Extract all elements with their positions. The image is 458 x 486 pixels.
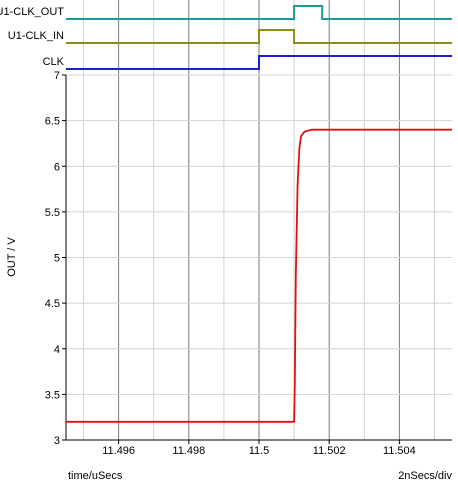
y-tick-label: 3	[54, 435, 60, 447]
x-tick-label: 11.496	[102, 445, 135, 457]
x-tick-labels: 11.496 11.498 11.5 11.502 11.504	[102, 445, 416, 457]
digital-trace-label: CLK	[43, 56, 65, 68]
y-tick-label: 6	[54, 161, 60, 173]
digital-trace-u1-clk_in	[66, 29, 452, 44]
y-tick-label: 5.5	[45, 207, 60, 219]
y-tick-labels: 3 3.5 4 4.5 5 5.5 6 6.5 7	[45, 70, 60, 447]
digital-traces: U1-CLK_OUT U1-CLK_IN CLK	[0, 5, 452, 70]
digital-trace-clk	[66, 55, 452, 70]
digital-trace-u1-clk_out	[66, 5, 452, 20]
series-line-out	[66, 128, 452, 423]
x-tick-label: 11.498	[172, 445, 205, 457]
digital-trace-label: U1-CLK_IN	[8, 30, 64, 42]
x-tick-label: 11.504	[383, 445, 416, 457]
y-axis-label: OUT / V	[6, 237, 18, 277]
y-tick-label: 6.5	[45, 116, 60, 128]
y-tick-label: 3.5	[45, 389, 60, 401]
y-tick-label: 7	[54, 70, 60, 82]
axes	[62, 74, 452, 444]
x-tick-label: 11.502	[313, 445, 346, 457]
y-tick-label: 5	[54, 253, 60, 265]
y-tick-label: 4.5	[45, 298, 60, 310]
time-scale-label: 2nSecs/div	[398, 470, 452, 482]
y-tick-label: 4	[54, 344, 60, 356]
x-tick-label: 11.5	[249, 445, 270, 457]
digital-trace-label: U1-CLK_OUT	[0, 6, 64, 18]
x-axis-label: time/uSecs	[68, 470, 123, 482]
analog-traces	[66, 128, 452, 423]
